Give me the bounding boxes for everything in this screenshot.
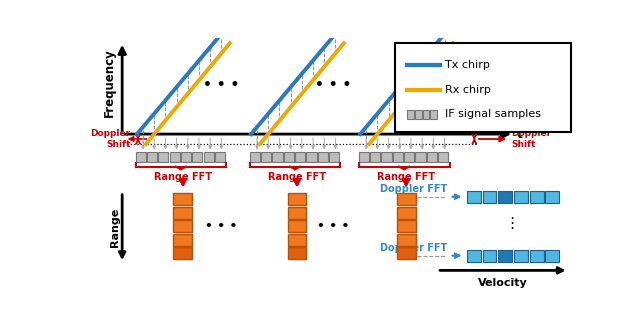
Bar — [181, 152, 191, 162]
Bar — [530, 250, 543, 262]
Text: Velocity: Velocity — [478, 278, 528, 288]
Bar — [250, 152, 260, 162]
Text: Doppler FFT: Doppler FFT — [380, 184, 447, 194]
Bar — [287, 206, 307, 219]
Bar — [287, 234, 307, 246]
Text: Doppler
Shift: Doppler Shift — [511, 129, 552, 149]
Bar — [173, 193, 193, 205]
Bar — [397, 206, 415, 219]
Bar — [427, 152, 437, 162]
Bar — [359, 152, 369, 162]
Bar — [395, 43, 571, 132]
Bar — [317, 152, 328, 162]
Bar — [173, 247, 193, 259]
Bar — [415, 109, 422, 119]
Bar — [499, 250, 512, 262]
Bar — [287, 247, 307, 259]
Text: Doppler FFT: Doppler FFT — [380, 243, 447, 253]
Text: ⋮: ⋮ — [504, 216, 519, 231]
Bar — [147, 152, 157, 162]
Bar — [483, 191, 497, 203]
Bar — [393, 152, 403, 162]
Bar — [467, 250, 481, 262]
Text: Range FFT: Range FFT — [154, 172, 212, 182]
Text: • • •: • • • — [205, 220, 237, 233]
Bar — [173, 220, 193, 232]
Bar — [173, 206, 193, 219]
Bar — [204, 152, 214, 162]
Text: Range FFT: Range FFT — [268, 172, 326, 182]
Bar — [273, 152, 282, 162]
Text: Frequency: Frequency — [103, 49, 116, 117]
Bar — [173, 234, 193, 246]
Bar — [170, 152, 180, 162]
Bar — [545, 250, 559, 262]
Bar — [397, 234, 415, 246]
Bar — [397, 193, 415, 205]
Bar — [284, 152, 294, 162]
Text: ⋮: ⋮ — [399, 217, 411, 230]
Text: Doppler
Shift: Doppler Shift — [90, 129, 131, 149]
Bar — [483, 250, 497, 262]
Bar — [329, 152, 339, 162]
Text: • • •: • • • — [317, 220, 349, 233]
Bar — [215, 152, 225, 162]
Bar — [530, 191, 543, 203]
Text: Tx chirp: Tx chirp — [445, 60, 490, 70]
Text: Range FFT: Range FFT — [377, 172, 435, 182]
Bar — [192, 152, 202, 162]
Bar — [307, 152, 317, 162]
Bar — [545, 191, 559, 203]
Bar — [381, 152, 392, 162]
Bar — [404, 152, 414, 162]
Text: • • •: • • • — [203, 78, 239, 92]
Bar — [370, 152, 380, 162]
Text: • • •: • • • — [315, 78, 351, 92]
Text: t: t — [516, 128, 522, 141]
Bar — [136, 152, 146, 162]
Bar — [514, 191, 528, 203]
Text: Range: Range — [109, 208, 120, 247]
Bar — [158, 152, 168, 162]
Bar — [431, 109, 437, 119]
Bar — [287, 220, 307, 232]
Bar — [287, 193, 307, 205]
Bar — [514, 250, 528, 262]
Bar — [438, 152, 449, 162]
Bar — [408, 109, 414, 119]
Bar — [499, 191, 512, 203]
Text: Rx chirp: Rx chirp — [445, 85, 490, 95]
Bar — [261, 152, 271, 162]
Bar — [295, 152, 305, 162]
Bar — [415, 152, 426, 162]
Bar — [397, 220, 415, 232]
Bar — [467, 191, 481, 203]
Bar — [397, 247, 415, 259]
Bar — [423, 109, 429, 119]
Text: IF signal samples: IF signal samples — [445, 109, 541, 119]
